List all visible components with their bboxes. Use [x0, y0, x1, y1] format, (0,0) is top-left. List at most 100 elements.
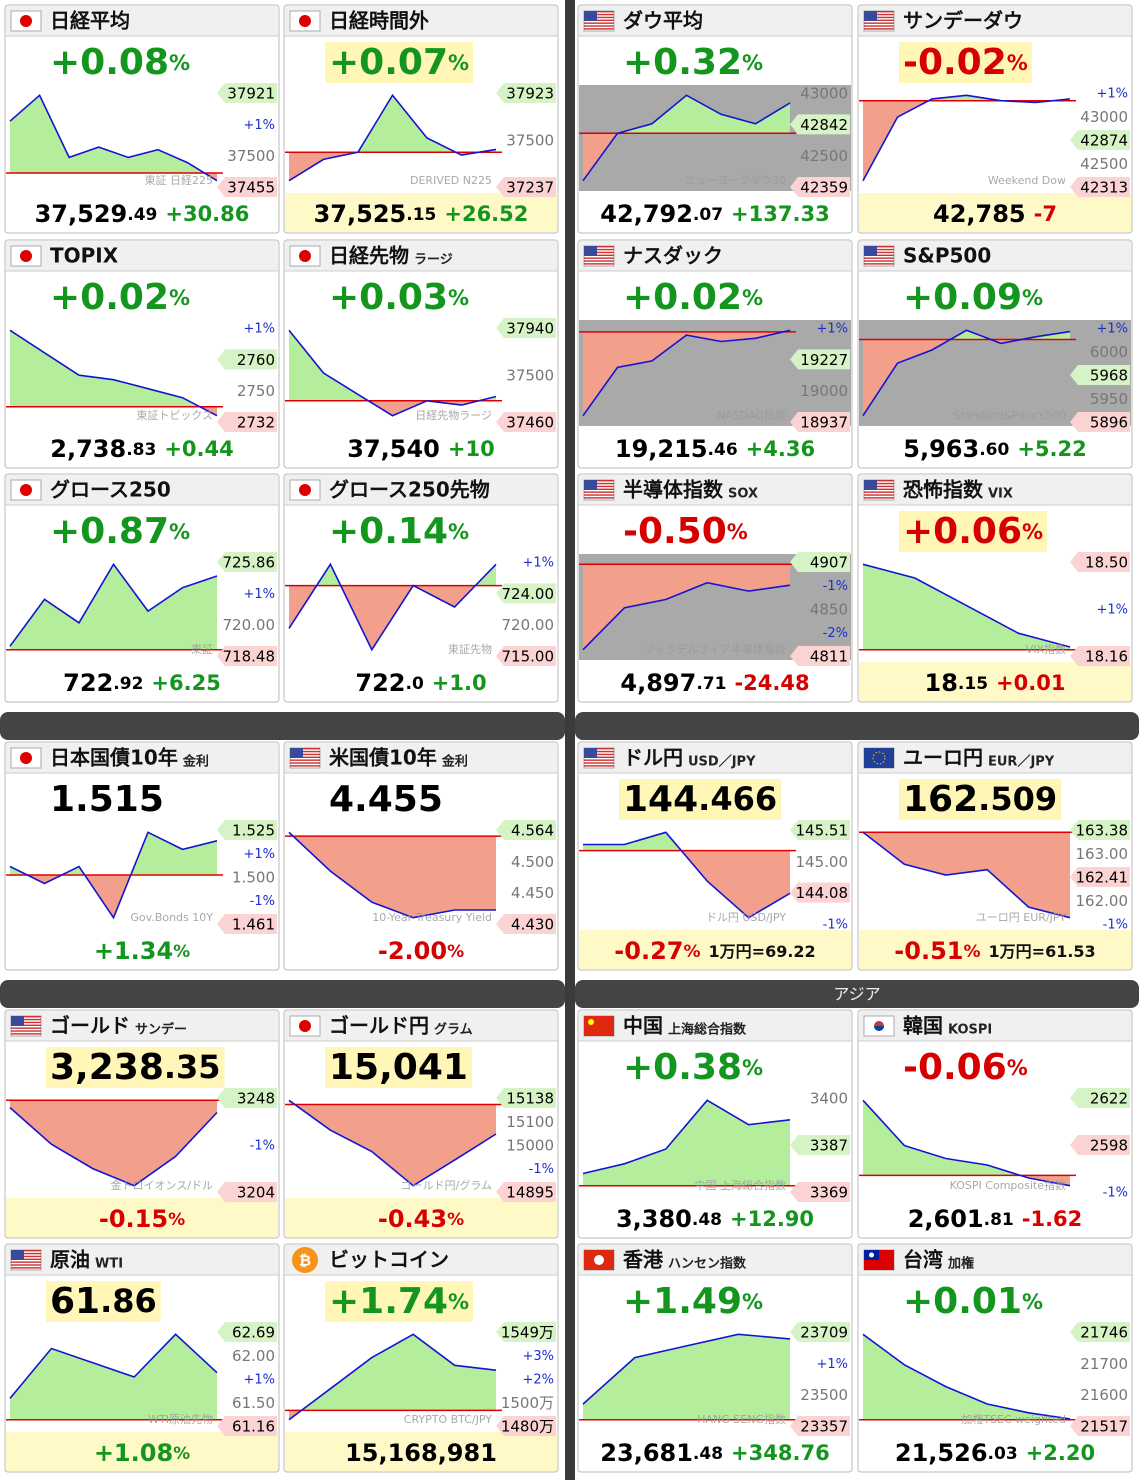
footer-diff: +12.90	[730, 1207, 814, 1231]
footer-minor: .71	[696, 674, 726, 694]
headline-minor: .35	[164, 1048, 221, 1086]
price-line	[9, 1333, 218, 1399]
axis-label: +3%	[522, 1349, 554, 1364]
axis-label: 5896	[1090, 414, 1128, 432]
axis-label: +1%	[816, 322, 848, 337]
axis-label: 1549万	[501, 1324, 554, 1342]
flag-part	[11, 1261, 41, 1263]
flag-part	[864, 497, 894, 499]
footer-minor: .48	[693, 1444, 723, 1464]
axis-label: 4.430	[511, 916, 554, 934]
flag-part	[584, 756, 614, 759]
area-fill	[863, 330, 1070, 340]
headline-minor: %	[1022, 286, 1043, 310]
highlight	[325, 1281, 474, 1322]
flag-part	[864, 11, 894, 13]
flag-part	[20, 250, 32, 262]
footer-major: -0.51	[894, 937, 963, 965]
section-label: アジア	[833, 985, 880, 1004]
price-line	[9, 1107, 218, 1187]
axis-label: +1%	[243, 322, 275, 337]
footer-major: +1.34	[94, 937, 173, 965]
flag-part	[584, 22, 614, 24]
flag-part	[20, 752, 32, 764]
axis-label: 42313	[1080, 179, 1128, 197]
footer: 15,168,981	[345, 1439, 497, 1467]
watermark: 東証	[191, 643, 213, 656]
tile-footer-bg	[285, 193, 557, 232]
label-bg	[790, 1322, 850, 1342]
tile	[857, 1009, 1133, 1239]
flag-part	[11, 1252, 41, 1255]
area-fill	[583, 1100, 790, 1186]
price-line	[862, 563, 1071, 648]
headline-minor: %	[727, 520, 748, 544]
axis-label: 37237	[506, 179, 554, 197]
tile-header	[285, 241, 557, 271]
flag-part	[864, 11, 877, 21]
axis-label: 18.50	[1085, 554, 1128, 572]
flag-part	[864, 748, 894, 768]
headline-major: +0.14	[329, 511, 448, 552]
headline-major: +0.08	[50, 42, 169, 83]
watermark: ドル円 USD/JPY	[706, 911, 786, 924]
label-bg	[496, 83, 556, 103]
price-line	[582, 94, 791, 182]
label-bg	[790, 349, 850, 370]
footer-minor: %	[683, 942, 700, 962]
highlight	[46, 1047, 225, 1088]
flag-part	[584, 762, 614, 764]
flag-part	[11, 1027, 41, 1029]
area-fill	[863, 339, 1070, 416]
tile-header	[859, 743, 1131, 773]
area-fill	[289, 400, 496, 416]
flag-part	[584, 11, 597, 21]
flag-part	[864, 25, 894, 27]
flag	[863, 245, 895, 267]
tile-footer-bg	[859, 193, 1131, 232]
watermark: DERIVED N225	[410, 174, 492, 187]
tile-name: ゴールド	[50, 1014, 130, 1038]
flag-part	[584, 19, 614, 22]
label-bg	[217, 552, 277, 572]
headline: 162.509	[903, 779, 1057, 820]
label-bg	[217, 412, 277, 432]
label-bg	[1070, 552, 1130, 572]
tile-header	[6, 1245, 278, 1275]
tile-name: 日経平均	[50, 9, 130, 33]
label-bg	[496, 1416, 556, 1436]
flag-part	[584, 491, 614, 493]
footer-diff: +6.25	[151, 671, 220, 695]
axis-label: 162.41	[1076, 869, 1129, 887]
label-bg	[790, 1182, 850, 1202]
headline: +0.08%	[50, 42, 190, 83]
flag-part	[290, 748, 320, 750]
tile-name: 台湾	[903, 1248, 943, 1272]
label-bg	[496, 1322, 556, 1342]
axis-label: 725.86	[223, 554, 276, 572]
axis-label: 19000	[800, 382, 848, 400]
price-line	[862, 1333, 1071, 1420]
label-bg	[790, 1416, 850, 1436]
tile-sub: SOX	[728, 487, 758, 502]
footer-major: -2.00	[378, 937, 447, 965]
tile-name: 日経先物	[329, 244, 409, 268]
flag-part	[11, 1267, 41, 1269]
footer: 4,897.71 -24.48	[620, 669, 809, 697]
footer-diff: -24.48	[734, 671, 809, 695]
footer-minor: .07	[693, 205, 723, 225]
label-bg	[790, 177, 850, 197]
label-bg	[790, 552, 850, 572]
axis-label: 720.00	[223, 616, 276, 634]
area-fill	[289, 1334, 496, 1411]
price-line	[288, 562, 497, 652]
flag-part	[11, 1250, 41, 1252]
watermark: ゴールド円/グラム	[401, 1178, 492, 1192]
tile-header	[285, 1245, 557, 1275]
footer: 2,601.81 -1.62	[908, 1205, 1083, 1233]
axis-label: 1480万	[501, 1418, 554, 1436]
footer-minor: .48	[692, 1210, 722, 1230]
flag	[10, 479, 42, 501]
axis-label: 15000	[506, 1137, 554, 1155]
headline-major: 15,041	[329, 1047, 468, 1088]
